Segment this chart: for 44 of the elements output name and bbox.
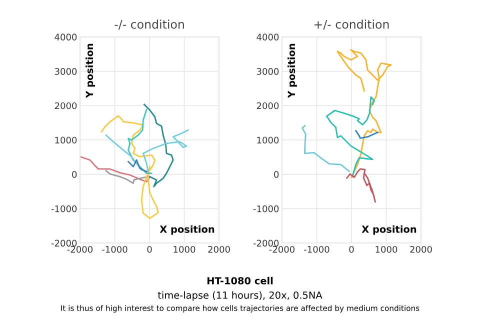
line-series — [144, 104, 174, 188]
line-series — [100, 115, 159, 219]
y-tick-label: 2000 — [54, 102, 77, 110]
y-tick-label: 4000 — [256, 34, 279, 40]
line-series — [105, 170, 149, 184]
line-series — [128, 108, 152, 174]
x-tick-label: 0 — [349, 246, 354, 253]
line-series — [336, 49, 392, 178]
line-series — [302, 124, 350, 172]
chart-title: -/- condition — [114, 20, 184, 30]
y-tick-label: -1000 — [253, 205, 279, 212]
y-tick-label: 1000 — [55, 136, 77, 144]
line-series — [128, 159, 148, 172]
x-tick-label: 2000 — [410, 246, 432, 253]
y-tick-label: 3000 — [54, 68, 77, 75]
y-tick-label: 2000 — [256, 102, 279, 110]
y-tick-label: 1000 — [257, 136, 279, 144]
x-tick-label: -2000 — [269, 246, 295, 253]
y-axis-title: Y position — [86, 44, 95, 98]
text: HT-1080 cell — [207, 276, 273, 284]
x-tick-label: 1000 — [376, 246, 398, 253]
x-tick-label: 1000 — [174, 246, 196, 253]
x-tick-label: 2000 — [208, 246, 230, 253]
y-tick-label: -2000 — [253, 240, 279, 247]
y-tick-label: 0 — [72, 171, 77, 178]
y-tick-label: -1000 — [51, 205, 77, 212]
y-axis-title: Y position — [288, 44, 297, 98]
x-tick-label: 0 — [147, 246, 152, 253]
y-tick-label: -2000 — [51, 240, 77, 247]
x-axis-title: X position — [160, 225, 214, 235]
y-tick-label: 0 — [274, 171, 279, 178]
y-tick-label: 3000 — [256, 68, 279, 75]
line-series — [105, 129, 189, 172]
line-series — [346, 168, 376, 203]
x-tick-label: -1000 — [102, 246, 128, 253]
x-axis-title: X position — [362, 225, 416, 235]
y-tick-label: 4000 — [54, 34, 77, 40]
line-series — [355, 130, 378, 139]
line-series — [326, 96, 375, 178]
x-tick-label: -1000 — [304, 246, 330, 253]
x-tick-label: -2000 — [67, 246, 93, 253]
line-series — [80, 156, 151, 182]
chart-title: +/- condition — [314, 20, 389, 30]
text: time-lapse (11 hours), 20x, 0.5NA — [158, 291, 322, 301]
